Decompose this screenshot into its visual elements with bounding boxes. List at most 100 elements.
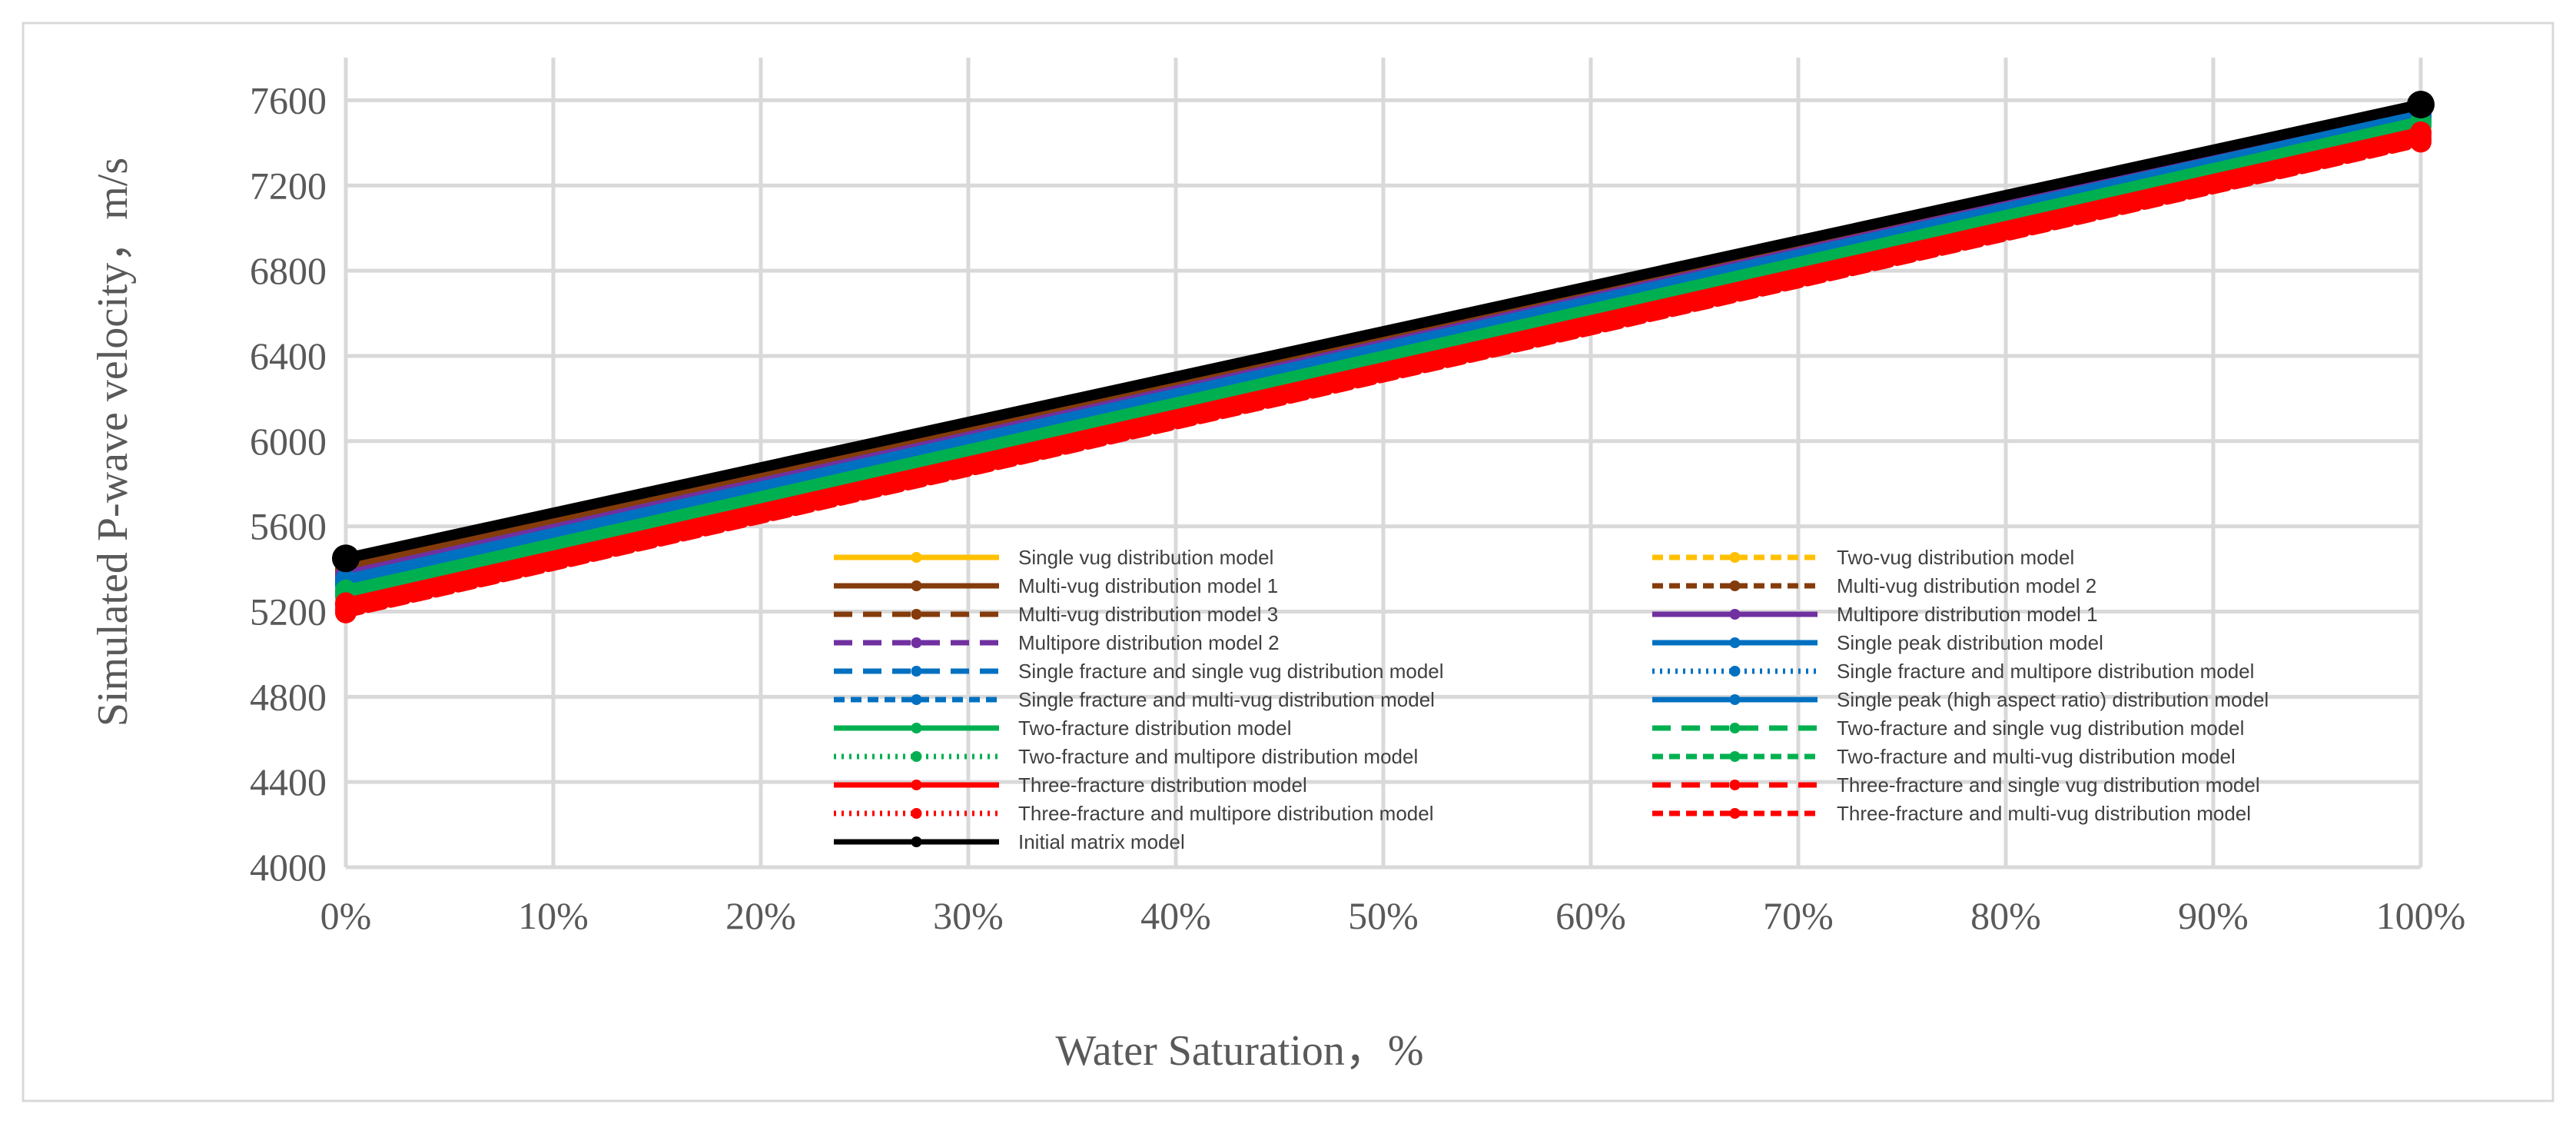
- x-tick-label: 100%: [2376, 894, 2466, 937]
- data-point: [335, 601, 357, 624]
- legend-label: Two-vug distribution model: [1837, 546, 2074, 569]
- x-axis-title: Water Saturation，%: [1055, 1027, 1423, 1075]
- legend-marker: [1729, 808, 1741, 819]
- series-20: [335, 131, 2432, 624]
- legend-marker: [911, 552, 922, 563]
- y-axis-title: Simulated P-wave velocity，m/s: [89, 158, 137, 727]
- legend-label: Two-fracture and single vug distribution…: [1837, 717, 2244, 740]
- legend-marker: [1729, 694, 1741, 705]
- x-tick-label: 70%: [1763, 894, 1834, 937]
- legend-marker: [1729, 751, 1741, 762]
- legend-label: Three-fracture and single vug distributi…: [1837, 773, 2260, 796]
- legend-label: Multipore distribution model 1: [1837, 603, 2098, 626]
- series-lines: [332, 90, 2435, 624]
- y-tick-label: 7200: [250, 164, 327, 207]
- axes: 0% 10% 20% 30% 40% 50% 60% 70% 80% 90% 100% 4000 440…: [250, 78, 2465, 937]
- legend-entry: Two-fracture and multipore distribution …: [834, 745, 1418, 768]
- legend-entry: Multi-vug distribution model 1: [834, 574, 1278, 597]
- x-tick-label: 10%: [518, 894, 589, 937]
- legend-marker: [911, 808, 922, 819]
- legend-entry: Multi-vug distribution model 2: [1652, 574, 2096, 597]
- legend-entry: Single peak distribution model: [1652, 631, 2103, 654]
- legend-entry: Single peak (high aspect ratio) distribu…: [1652, 688, 2269, 711]
- legend-label: Three-fracture and multipore distributio…: [1018, 802, 1433, 825]
- legend-entry: Three-fracture and single vug distributi…: [1652, 773, 2260, 796]
- y-tick-label: 6000: [250, 420, 327, 463]
- y-tick-label: 7600: [250, 78, 327, 121]
- legend-marker: [911, 580, 922, 591]
- legend-marker: [1729, 552, 1741, 563]
- y-tick-label: 4000: [250, 846, 327, 889]
- y-tick-label: 4800: [250, 675, 327, 718]
- y-tick-label: 5200: [250, 590, 327, 633]
- legend-label: Multipore distribution model 2: [1018, 631, 1280, 654]
- legend-marker: [911, 723, 922, 733]
- legend-marker: [1729, 666, 1741, 677]
- legend-label: Single fracture and multi-vug distributi…: [1018, 688, 1435, 711]
- legend-entry: Three-fracture and multipore distributio…: [834, 802, 1433, 825]
- legend-marker: [911, 694, 922, 705]
- legend-label: Two-fracture and multi-vug distribution …: [1837, 745, 2236, 768]
- legend-entry: Single fracture and multi-vug distributi…: [834, 688, 1435, 711]
- legend-marker: [1729, 609, 1741, 620]
- legend: Single vug distribution model Two-vug dis…: [834, 546, 2269, 853]
- legend-entry: Two-fracture and single vug distribution…: [1652, 717, 2244, 740]
- legend-label: Single peak distribution model: [1837, 631, 2103, 654]
- legend-marker: [911, 780, 922, 790]
- legend-label: Three-fracture distribution model: [1018, 773, 1307, 796]
- legend-entry: Single fracture and multipore distributi…: [1652, 660, 2254, 683]
- y-tick-label: 4400: [250, 760, 327, 803]
- legend-label: Multi-vug distribution model 3: [1018, 603, 1278, 626]
- data-point: [2410, 131, 2432, 153]
- legend-label: Multi-vug distribution model 1: [1018, 574, 1278, 597]
- legend-marker: [1729, 580, 1741, 591]
- data-point: [2407, 90, 2435, 118]
- series-line: [340, 120, 2426, 603]
- legend-label: Two-fracture distribution model: [1018, 717, 1291, 740]
- legend-marker: [1729, 637, 1741, 648]
- legend-marker: [911, 609, 922, 620]
- x-tick-label: 30%: [933, 894, 1004, 937]
- data-point: [332, 544, 360, 573]
- y-tick-label: 6800: [250, 249, 327, 292]
- x-tick-label: 90%: [2178, 894, 2249, 937]
- legend-label: Single vug distribution model: [1018, 546, 1273, 569]
- legend-entry: Single fracture and single vug distribut…: [834, 660, 1444, 683]
- legend-label: Initial matrix model: [1018, 830, 1185, 853]
- legend-label: Single fracture and single vug distribut…: [1018, 660, 1444, 683]
- legend-entry: Single vug distribution model: [834, 546, 1273, 569]
- legend-entry: Two-fracture and multi-vug distribution …: [1652, 745, 2236, 768]
- legend-entry: Initial matrix model: [834, 830, 1185, 853]
- legend-label: Three-fracture and multi-vug distributio…: [1837, 802, 2251, 825]
- x-tick-label: 0%: [320, 894, 372, 937]
- legend-marker: [911, 666, 922, 677]
- legend-entry: Two-vug distribution model: [1652, 546, 2074, 569]
- legend-entry: Multipore distribution model 2: [834, 631, 1280, 654]
- x-tick-label: 80%: [1970, 894, 2041, 937]
- legend-marker: [1729, 780, 1741, 790]
- legend-label: Multi-vug distribution model 2: [1837, 574, 2096, 597]
- legend-entry: Multipore distribution model 1: [1652, 603, 2098, 626]
- series-line: [340, 98, 2426, 564]
- x-tick-label: 40%: [1140, 894, 1211, 937]
- series-line: [340, 111, 2426, 587]
- legend-marker: [1729, 723, 1741, 733]
- series-line: [340, 136, 2426, 618]
- legend-entry: Two-fracture distribution model: [834, 717, 1291, 740]
- legend-entry: Multi-vug distribution model 3: [834, 603, 1278, 626]
- legend-marker: [911, 637, 922, 648]
- x-tick-label: 50%: [1348, 894, 1419, 937]
- series-21: [332, 90, 2435, 573]
- legend-label: Single fracture and multipore distributi…: [1837, 660, 2254, 683]
- legend-entry: Three-fracture distribution model: [834, 773, 1307, 796]
- legend-entry: Three-fracture and multi-vug distributio…: [1652, 802, 2251, 825]
- legend-marker: [911, 836, 922, 847]
- legend-label: Two-fracture and multipore distribution …: [1018, 745, 1418, 768]
- x-tick-label: 60%: [1555, 894, 1626, 937]
- legend-marker: [911, 751, 922, 762]
- y-tick-label: 5600: [250, 505, 327, 548]
- x-tick-label: 20%: [725, 894, 796, 937]
- legend-label: Single peak (high aspect ratio) distribu…: [1837, 688, 2269, 711]
